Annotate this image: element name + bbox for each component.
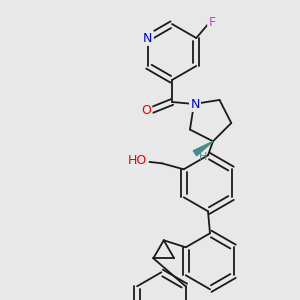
Text: F: F [209, 16, 216, 28]
Text: N: N [190, 98, 200, 110]
Text: N: N [143, 32, 152, 44]
Text: N: N [190, 98, 200, 110]
Text: O: O [141, 103, 151, 116]
Text: O: O [141, 103, 151, 116]
Text: H: H [199, 152, 207, 162]
Text: HO: HO [128, 154, 147, 167]
Text: HO: HO [128, 154, 147, 167]
Text: N: N [143, 32, 152, 44]
Text: F: F [209, 16, 216, 28]
Polygon shape [193, 141, 213, 156]
